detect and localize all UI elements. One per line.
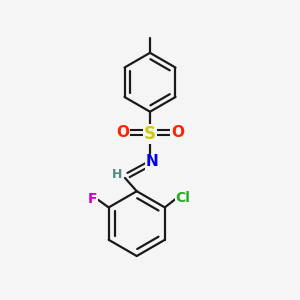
Text: H: H [112, 168, 122, 181]
Text: F: F [88, 192, 97, 206]
Text: O: O [171, 125, 184, 140]
Text: S: S [144, 125, 156, 143]
Text: N: N [146, 154, 159, 169]
Text: Cl: Cl [176, 191, 190, 205]
Text: O: O [116, 125, 129, 140]
